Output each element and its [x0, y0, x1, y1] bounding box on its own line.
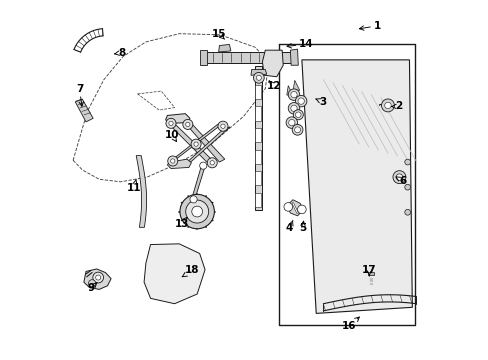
Polygon shape — [255, 85, 261, 99]
Polygon shape — [75, 99, 93, 122]
Polygon shape — [255, 193, 261, 207]
Circle shape — [170, 159, 175, 163]
Polygon shape — [201, 51, 293, 63]
Circle shape — [294, 127, 300, 133]
Circle shape — [381, 99, 394, 112]
Circle shape — [199, 162, 206, 169]
Circle shape — [287, 89, 299, 100]
Bar — [368, 274, 372, 286]
Circle shape — [185, 200, 208, 223]
Polygon shape — [255, 171, 261, 185]
Text: 11: 11 — [126, 180, 141, 193]
Circle shape — [185, 122, 190, 127]
Polygon shape — [254, 66, 261, 211]
Polygon shape — [83, 269, 111, 289]
Circle shape — [253, 72, 264, 83]
Circle shape — [404, 210, 410, 215]
Circle shape — [404, 159, 410, 165]
Circle shape — [290, 105, 297, 112]
Polygon shape — [255, 128, 261, 142]
Polygon shape — [293, 80, 299, 90]
Text: 15: 15 — [211, 29, 225, 39]
Circle shape — [295, 95, 306, 107]
Text: 7: 7 — [76, 84, 83, 106]
Text: 13: 13 — [174, 217, 188, 229]
Circle shape — [93, 272, 103, 283]
Polygon shape — [290, 49, 298, 65]
Text: 16: 16 — [341, 317, 359, 331]
Polygon shape — [255, 149, 261, 164]
Text: 4: 4 — [285, 220, 293, 233]
Text: 5: 5 — [298, 221, 305, 233]
Circle shape — [292, 125, 303, 135]
Circle shape — [191, 139, 201, 149]
Text: 9: 9 — [87, 283, 97, 293]
Circle shape — [88, 280, 96, 287]
Circle shape — [384, 102, 390, 109]
Polygon shape — [167, 159, 191, 168]
Circle shape — [293, 110, 303, 120]
Circle shape — [191, 206, 202, 217]
Text: 17: 17 — [361, 265, 376, 276]
Text: 18: 18 — [182, 265, 199, 277]
Polygon shape — [250, 69, 266, 75]
Circle shape — [287, 103, 299, 114]
Circle shape — [288, 120, 294, 126]
Text: 8: 8 — [114, 48, 125, 58]
Text: 2: 2 — [391, 102, 402, 112]
Polygon shape — [136, 156, 146, 227]
Circle shape — [221, 124, 224, 129]
Text: 3: 3 — [315, 97, 325, 107]
Polygon shape — [286, 86, 293, 96]
Circle shape — [207, 158, 217, 168]
Polygon shape — [167, 122, 215, 166]
Polygon shape — [186, 127, 230, 163]
Circle shape — [167, 156, 178, 166]
Polygon shape — [286, 200, 303, 216]
Circle shape — [285, 117, 297, 129]
Circle shape — [297, 205, 305, 214]
Polygon shape — [218, 44, 230, 52]
Circle shape — [290, 91, 297, 98]
Polygon shape — [169, 123, 223, 162]
Text: 1: 1 — [359, 21, 380, 31]
Circle shape — [180, 194, 214, 229]
Circle shape — [190, 196, 197, 203]
Circle shape — [165, 118, 176, 129]
Text: 14: 14 — [286, 40, 313, 49]
Text: 6: 6 — [395, 176, 406, 186]
Circle shape — [395, 174, 402, 180]
Circle shape — [256, 75, 261, 80]
Circle shape — [297, 98, 304, 104]
Circle shape — [210, 161, 214, 165]
Circle shape — [404, 184, 410, 190]
Polygon shape — [262, 50, 283, 77]
Circle shape — [392, 171, 405, 184]
Circle shape — [194, 142, 198, 146]
Polygon shape — [255, 107, 261, 121]
Circle shape — [295, 112, 301, 117]
Polygon shape — [165, 114, 190, 123]
Text: 10: 10 — [164, 130, 179, 141]
Circle shape — [183, 120, 192, 130]
Polygon shape — [144, 244, 204, 304]
Polygon shape — [191, 166, 204, 200]
Circle shape — [168, 121, 173, 126]
Circle shape — [96, 275, 101, 280]
Polygon shape — [301, 60, 411, 314]
Polygon shape — [367, 272, 373, 275]
Polygon shape — [185, 123, 224, 162]
Text: 12: 12 — [266, 81, 281, 91]
Circle shape — [284, 203, 292, 211]
Polygon shape — [199, 50, 206, 65]
Circle shape — [218, 121, 227, 131]
